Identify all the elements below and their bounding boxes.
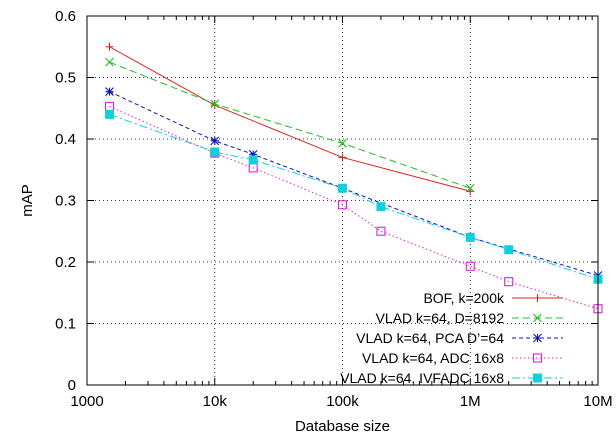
y-tick-label: 0.6 [55,8,76,25]
data-point [376,202,386,212]
x-tick-label: 100k [326,393,359,410]
y-tick-label: 0.1 [55,316,76,333]
y-axis-title: mAP [19,184,36,217]
series-1 [105,42,475,196]
series-line [109,113,599,280]
data-point [337,200,348,210]
series-line [109,105,599,310]
x-axis-title: Database size [295,418,390,435]
data-point [533,313,542,323]
legend: BOF, k=200k VLAD k=64, D=8192 VLAD k=64, P… [340,290,563,386]
data-point [504,245,514,255]
data-point [105,42,114,51]
legend-label: VLAD k=64, IVFADC 16x8 [340,370,504,386]
data-point [532,353,543,363]
data-point [104,109,114,119]
series-4 [104,101,603,314]
legend-label: VLAD k=64, PCA D’=64 [356,330,504,346]
series-line [109,91,599,277]
y-tick-label: 0.4 [55,131,76,148]
data-point [465,232,475,242]
series-line [109,46,471,192]
legend-item: VLAD k=64, D=8192 [376,310,563,326]
data-point [465,183,475,193]
data-point [504,277,514,287]
axis-ticks: 1000 10k 100k 1M 10M 0 0.1 0.2 0.3 0.4 0.5 0.6 [55,8,612,410]
data-point [248,155,258,165]
data-point [105,87,114,97]
data-point [533,373,542,383]
data-point [533,333,542,343]
x-tick-label: 1M [460,393,481,410]
data-point [338,183,347,193]
legend-label: VLAD k=64, ADC 16x8 [362,350,504,366]
series-5 [104,109,603,284]
y-tick-label: 0.3 [55,193,76,210]
data-point [376,226,386,236]
data-point [338,138,347,148]
legend-label: VLAD k=64, D=8192 [376,310,505,326]
legend-label: BOF, k=200k [423,290,505,306]
legend-item: VLAD k=64, IVFADC 16x8 [340,370,563,386]
data-point [248,149,258,159]
data-point [210,147,220,157]
data-point [105,57,114,67]
series-3 [105,87,603,280]
series-line [109,61,471,189]
series-2 [105,57,475,193]
legend-item: VLAD k=64, ADC 16x8 [362,350,563,366]
data-point [338,153,347,162]
data-point [210,136,220,146]
x-tick-label: 10M [583,393,612,410]
data-point [465,261,475,271]
series-layer [104,42,603,314]
data-point [210,99,220,109]
x-tick-label: 10k [203,393,228,410]
legend-item: BOF, k=200k [423,290,563,306]
x-tick-label: 1000 [70,393,103,410]
data-point [533,294,542,302]
y-tick-label: 0.5 [55,70,76,87]
legend-item: VLAD k=64, PCA D’=64 [356,330,563,346]
y-tick-label: 0.2 [55,254,76,271]
y-tick-label: 0 [68,377,76,394]
